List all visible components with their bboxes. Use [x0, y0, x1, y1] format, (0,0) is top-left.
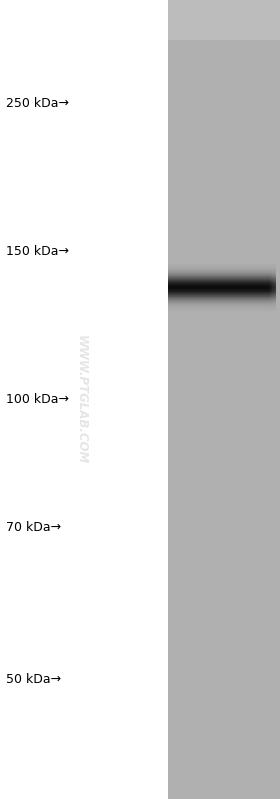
- Text: 50 kDa→: 50 kDa→: [6, 673, 61, 686]
- Text: WWW.PTGLAB.COM: WWW.PTGLAB.COM: [75, 335, 88, 464]
- Bar: [168, 0, 280, 799]
- Bar: [270, 264, 272, 311]
- Bar: [0, 0, 168, 799]
- Text: 100 kDa→: 100 kDa→: [6, 393, 69, 406]
- Bar: [269, 264, 270, 311]
- Text: 150 kDa→: 150 kDa→: [6, 245, 69, 258]
- Bar: [272, 264, 274, 311]
- Bar: [274, 264, 276, 311]
- Text: 70 kDa→: 70 kDa→: [6, 521, 61, 534]
- Bar: [168, 0, 280, 40]
- Text: 250 kDa→: 250 kDa→: [6, 97, 69, 110]
